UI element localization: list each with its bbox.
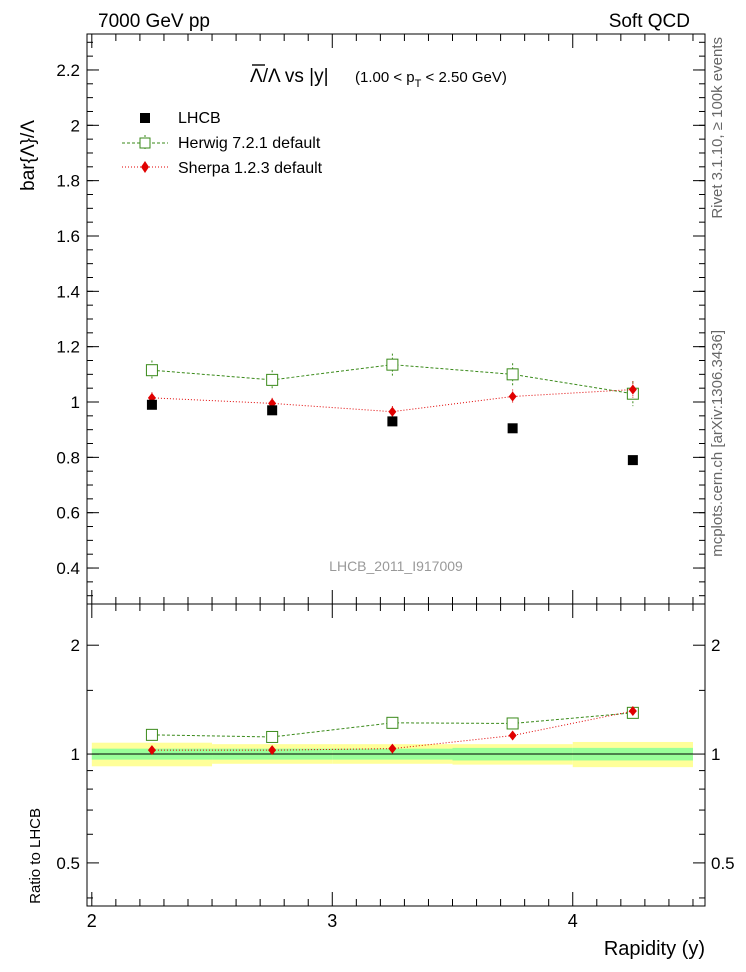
legend-herwig: Herwig 7.2.1 default [122,135,321,152]
title-kinematics-sub: T [415,78,422,90]
ratio-ytick-label-right: 2 [711,636,720,655]
legend: LHCB Herwig 7.2.1 default Sherpa 1.2.3 d… [122,110,323,177]
ratio-point-sherpa [508,730,517,741]
legend-sherpa: Sherpa 1.2.3 default [122,160,323,177]
main-ytick-label: 0.6 [56,504,80,523]
title-text: Λ/Λ vs |y| [250,66,329,87]
main-ylabel: bar{Λ}/Λ [18,120,39,191]
mcplots-label: mcplots.cern.ch [arXiv:1306.3436] [709,330,726,557]
ratio-point-sherpa [388,743,397,754]
main-ytick-label: 1.2 [56,338,80,357]
main-ytick-label: 2.2 [56,61,80,80]
x-tick-label: 3 [327,911,337,931]
svg-text:(1.00 < pT < 2.50 GeV): (1.00 < pT < 2.50 GeV) [355,69,507,90]
main-point-lhcb [627,455,638,466]
ratio-point-sherpa [147,745,156,756]
ratio-point-herwig [506,717,519,730]
title-kinematics: (1.00 < p [355,69,415,86]
main-point-lhcb [507,423,518,434]
ratio-ytick-label: 2 [71,636,80,655]
title-kinematics-tail: < 2.50 GeV) [421,69,506,86]
main-ytick-label: 0.4 [56,559,80,578]
ratio-ytick-label: 0.5 [56,854,80,873]
ratio-ylabel: Ratio to LHCB [27,808,44,904]
legend-label-lhcb: LHCB [178,110,221,127]
main-point-herwig [386,358,399,371]
header-energy: 7000 GeV pp [98,11,210,32]
legend-label-sherpa: Sherpa 1.2.3 default [178,160,323,177]
x-tick-label: 4 [568,911,578,931]
main-point-sherpa [628,384,637,395]
main-title: Λ/Λ vs |y| (1.00 < pT < 2.50 GeV) [250,64,507,90]
x-axis-label: Rapidity (y) [604,938,705,960]
legend-lhcb: LHCB [140,110,221,127]
ratio-ytick-label-right: 0.5 [711,854,735,873]
main-ytick-label: 1.4 [56,282,80,301]
main-point-lhcb [146,399,157,410]
ratio-point-herwig [386,716,399,729]
ratio-point-herwig [266,730,279,743]
ratio-point-sherpa [268,745,277,756]
main-ytick-label: 1 [71,393,80,412]
x-tick-label: 2 [87,911,97,931]
main-point-sherpa [508,391,517,402]
main-point-lhcb [387,416,398,427]
rivet-version-label: Rivet 3.1.10, ≥ 100k events [709,37,726,219]
main-point-herwig [266,373,279,386]
analysis-id-label: LHCB_2011_I917009 [329,558,463,574]
main-point-herwig [506,368,519,381]
legend-label-herwig: Herwig 7.2.1 default [178,135,321,152]
main-point-herwig [145,364,158,377]
svg-text:Λ/Λ vs |y|: Λ/Λ vs |y| [250,66,329,87]
main-ytick-label: 0.8 [56,448,80,467]
main-point-sherpa [388,406,397,417]
main-ytick-label: 1.8 [56,172,80,191]
main-point-lhcb [267,405,278,416]
ratio-point-sherpa [628,706,637,717]
ratio-point-herwig [145,728,158,741]
main-ytick-label: 1.6 [56,227,80,246]
main-ytick-label: 2 [71,116,80,135]
header-category: Soft QCD [609,11,690,32]
ratio-ytick-label-right: 1 [711,745,720,764]
ratio-panel-frame [86,603,706,907]
ratio-ytick-label: 1 [71,745,80,764]
